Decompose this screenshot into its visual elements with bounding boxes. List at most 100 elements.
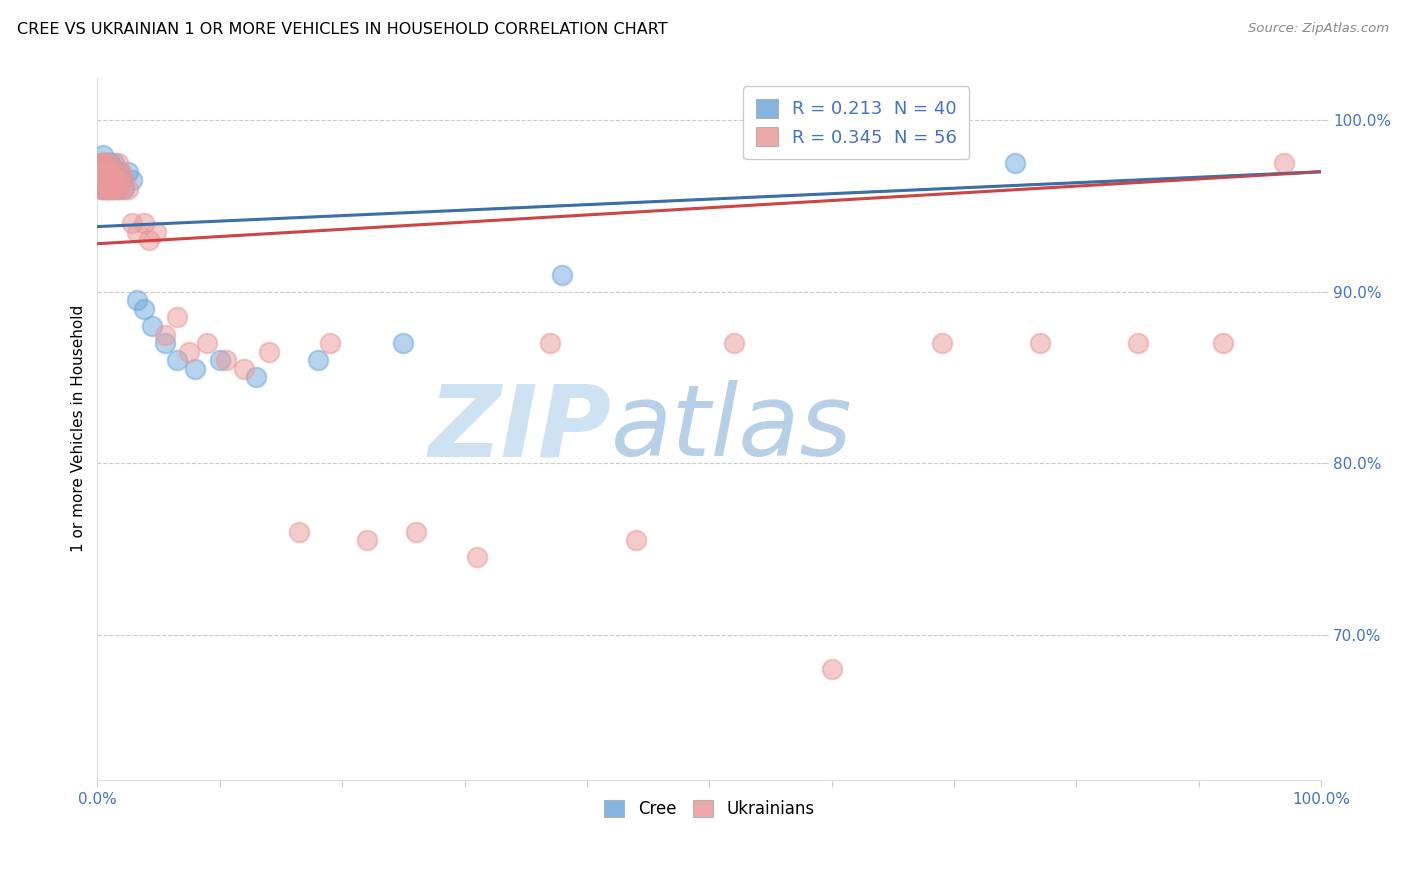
Point [153,336,176,351]
Point [105,182,128,196]
Point [1212,336,1234,351]
Point [98,156,121,170]
Point [179,344,201,359]
Point [108,165,131,179]
Text: atlas: atlas [612,380,853,477]
Point [90,182,112,196]
Point [107,156,129,170]
Point [98,173,121,187]
Point [98,165,121,179]
Point [145,225,167,239]
Point [405,524,427,539]
Point [319,336,342,351]
Point [91,182,114,196]
Point [104,173,127,187]
Point [93,182,115,196]
Point [96,173,118,187]
Point [103,165,125,179]
Point [288,524,311,539]
Text: CREE VS UKRAINIAN 1 OR MORE VEHICLES IN HOUSEHOLD CORRELATION CHART: CREE VS UKRAINIAN 1 OR MORE VEHICLES IN … [17,22,668,37]
Point [245,370,267,384]
Text: ZIP: ZIP [429,380,612,477]
Point [392,336,415,351]
Point [112,173,135,187]
Point [110,165,132,179]
Point [624,533,647,548]
Point [117,182,139,196]
Point [138,233,160,247]
Point [101,173,124,187]
Point [93,165,115,179]
Point [307,353,329,368]
Point [166,353,188,368]
Point [125,293,148,308]
Point [465,550,488,565]
Y-axis label: 1 or more Vehicles in Household: 1 or more Vehicles in Household [72,305,86,552]
Point [112,182,135,196]
Point [257,344,280,359]
Point [96,173,118,187]
Point [141,318,163,333]
Point [233,362,256,376]
Point [91,165,114,179]
Point [105,173,128,187]
Point [89,165,111,179]
Point [551,268,574,282]
Point [356,533,378,548]
Point [98,173,121,187]
Point [931,336,953,351]
Point [93,173,115,187]
Point [97,182,120,196]
Point [1274,156,1296,170]
Point [96,156,118,170]
Point [197,336,219,351]
Point [93,173,115,187]
Point [100,165,122,179]
Point [97,156,120,170]
Point [87,173,110,187]
Point [91,156,114,170]
Point [1028,336,1050,351]
Point [132,301,155,316]
Point [89,165,111,179]
Point [96,165,118,179]
Point [93,156,115,170]
Point [100,182,122,196]
Point [94,156,117,170]
Point [121,173,143,187]
Point [184,362,207,376]
Point [103,182,125,196]
Point [104,165,127,179]
Point [538,336,561,351]
Legend: Cree, Ukrainians: Cree, Ukrainians [598,793,821,825]
Point [97,182,120,196]
Point [723,336,745,351]
Text: Source: ZipAtlas.com: Source: ZipAtlas.com [1249,22,1389,36]
Point [111,182,134,196]
Point [111,173,134,187]
Point [93,165,115,179]
Point [821,662,844,676]
Point [90,173,112,187]
Point [108,173,131,187]
Point [125,225,148,239]
Point [103,182,125,196]
Point [166,310,188,325]
Point [94,182,117,196]
Point [101,173,124,187]
Point [94,182,117,196]
Point [132,216,155,230]
Point [97,165,120,179]
Point [90,156,112,170]
Point [93,147,115,161]
Point [1126,336,1149,351]
Point [94,165,117,179]
Point [121,216,143,230]
Point [215,353,238,368]
Point [107,182,129,196]
Point [91,173,114,187]
Point [1004,156,1026,170]
Point [93,156,115,170]
Point [103,156,125,170]
Point [208,353,231,368]
